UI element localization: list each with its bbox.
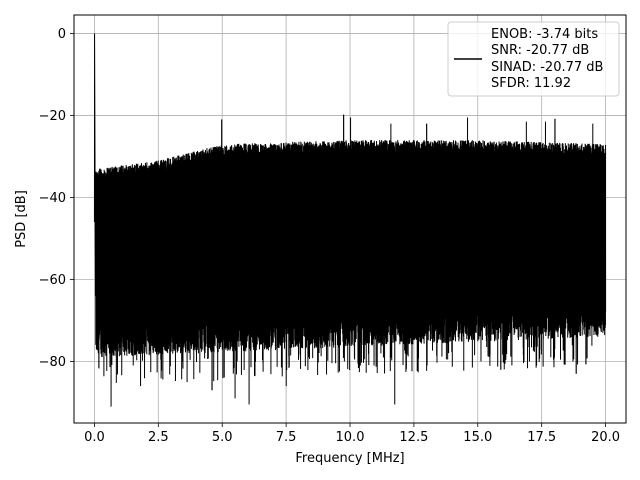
legend-sfdr-text: SFDR: 11.92 (491, 76, 571, 91)
x-tick-label: 20.0 (591, 430, 620, 445)
x-tick-label: 10.0 (336, 430, 365, 445)
legend-box (447, 21, 620, 97)
legend-snr-text: SNR: -20.77 dB (491, 43, 589, 58)
x-tick-label: 2.5 (148, 430, 169, 445)
legend-sinad-text: SINAD: -20.77 dB (491, 60, 603, 75)
legend-enob-text: ENOB: -3.74 bits (491, 27, 598, 42)
legend: ENOB: -3.74 bits SNR: -20.77 dB SINAD: -… (447, 21, 620, 97)
x-tick-label: 7.5 (276, 430, 297, 445)
x-tick-label: 12.5 (399, 430, 428, 445)
x-tick-label: 0.0 (84, 430, 105, 445)
psd-series-line (93, 33, 607, 407)
x-axis-ticks: 0.0 2.5 5.0 7.5 10.0 12.5 15.0 17.5 20.0 (84, 423, 620, 445)
y-tick-label: −20 (39, 109, 66, 124)
y-tick-label: −40 (39, 191, 66, 206)
y-axis-label: PSD [dB] (14, 190, 29, 248)
x-tick-label: 15.0 (463, 430, 492, 445)
y-axis-ticks: 0 −20 −40 −60 −80 (39, 27, 74, 370)
y-tick-label: −80 (39, 355, 66, 370)
x-axis-label: Frequency [MHz] (295, 451, 404, 466)
x-tick-label: 5.0 (212, 430, 233, 445)
y-tick-label: 0 (58, 27, 66, 42)
y-tick-label: −60 (39, 273, 66, 288)
x-tick-label: 17.5 (527, 430, 556, 445)
